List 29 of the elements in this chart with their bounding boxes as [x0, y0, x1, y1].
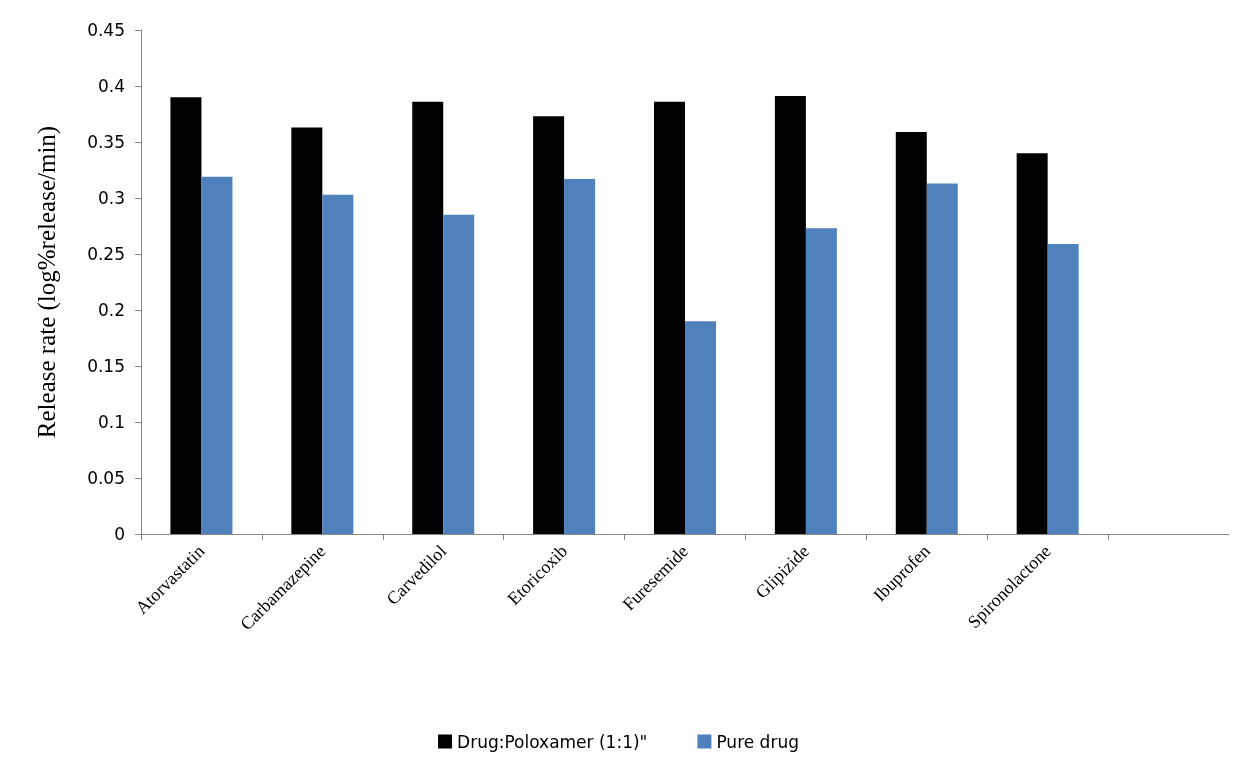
bar	[443, 214, 475, 534]
y-tick-label: 0.45	[87, 20, 125, 40]
bar	[412, 101, 444, 534]
bar	[926, 183, 958, 534]
bar	[291, 127, 323, 534]
bar	[895, 131, 927, 534]
y-tick-label: 0.35	[87, 132, 125, 152]
y-tick-label: 0.15	[87, 356, 125, 376]
bar	[564, 178, 596, 534]
bar	[654, 101, 685, 534]
y-tick-label: 0.3	[97, 188, 125, 208]
y-tick-label: 0.05	[87, 468, 125, 488]
bar	[170, 97, 202, 534]
bar	[1016, 153, 1048, 534]
y-tick-label: 0	[114, 524, 125, 544]
y-tick-label: 0.25	[87, 244, 125, 264]
legend-label: Pure drug	[716, 731, 799, 752]
bar	[201, 176, 233, 534]
bar	[805, 228, 837, 534]
bar	[1047, 243, 1079, 534]
y-tick-label: 0.4	[97, 76, 125, 96]
legend-label: Drug:Poloxamer (1:1)"	[457, 731, 648, 752]
y-axis-title: Release rate (log%release/min)	[33, 125, 61, 439]
bar	[322, 194, 354, 534]
bar	[774, 96, 806, 534]
y-tick-label: 0.1	[97, 412, 125, 432]
bar	[533, 116, 565, 534]
bar	[685, 321, 716, 534]
y-tick-label: 0.2	[97, 300, 125, 320]
